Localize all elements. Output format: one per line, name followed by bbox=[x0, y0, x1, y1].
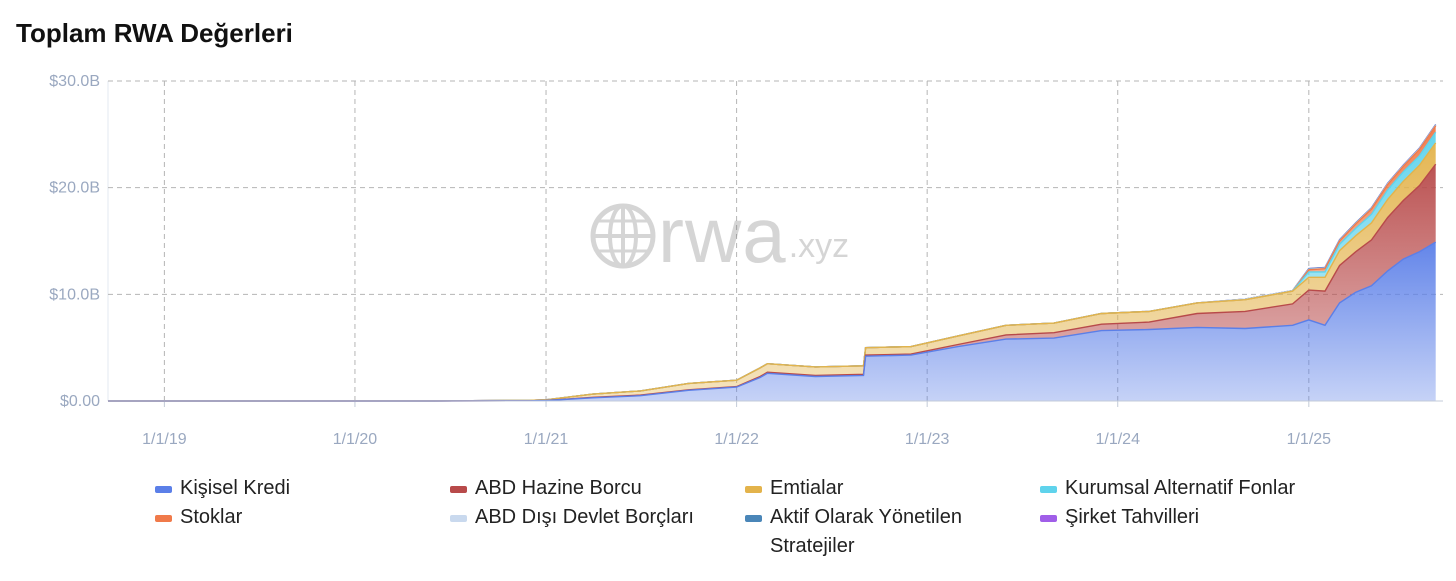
series-line bbox=[108, 241, 1437, 402]
x-tick-label: 1/1/24 bbox=[1095, 431, 1140, 448]
globe-icon bbox=[590, 203, 656, 268]
legend-item-commodities[interactable]: Emtialar bbox=[745, 474, 843, 503]
legend-swatch bbox=[745, 486, 762, 493]
legend-item-personal-credit[interactable]: Kişisel Kredi bbox=[155, 474, 290, 503]
y-tick-label: $30.0B bbox=[49, 73, 100, 90]
chart-legend: Kişisel Kredi ABD Hazine Borcu Emtialar … bbox=[0, 474, 1456, 574]
legend-label: Stoklar bbox=[180, 506, 243, 528]
x-tick-label: 1/1/22 bbox=[714, 431, 759, 448]
legend-swatch bbox=[450, 486, 467, 493]
legend-swatch bbox=[1040, 515, 1057, 522]
y-tick-label: $0.00 bbox=[60, 393, 100, 410]
series-line bbox=[108, 142, 1437, 402]
stacked-area-chart: $0.00 $10.0B $20.0B $30.0B 1/1/19 1/1/20 1/1/2… bbox=[49, 73, 1443, 448]
watermark: rwa .xyz bbox=[588, 190, 849, 281]
x-tick-label: 1/1/19 bbox=[142, 431, 187, 448]
legend-item-institutional-alt-funds[interactable]: Kurumsal Alternatif Fonlar bbox=[1040, 474, 1295, 503]
legend-item-non-us-gov-debt[interactable]: ABD Dışı Devlet Borçları bbox=[450, 503, 694, 532]
legend-label: Kişisel Kredi bbox=[180, 477, 291, 499]
legend-label: ABD Hazine Borcu bbox=[475, 477, 642, 499]
watermark-sub-text: .xyz bbox=[788, 227, 850, 265]
legend-label: Aktif Olarak Yönetilen Stratejiler bbox=[770, 506, 962, 557]
legend-swatch bbox=[745, 515, 762, 522]
x-tick-label: 1/1/21 bbox=[524, 431, 569, 448]
legend-item-us-treasury[interactable]: ABD Hazine Borcu bbox=[450, 474, 642, 503]
legend-swatch bbox=[155, 486, 172, 493]
legend-label: Kurumsal Alternatif Fonlar bbox=[1065, 477, 1296, 499]
legend-item-corporate-bonds[interactable]: Şirket Tahvilleri bbox=[1040, 503, 1199, 532]
y-tick-label: $10.0B bbox=[49, 286, 100, 303]
legend-item-active-strategies[interactable]: Aktif Olarak Yönetilen Stratejiler bbox=[745, 503, 995, 561]
legend-label: Şirket Tahvilleri bbox=[1065, 506, 1200, 528]
legend-swatch bbox=[1040, 486, 1057, 493]
x-tick-label: 1/1/25 bbox=[1287, 431, 1332, 448]
legend-swatch bbox=[155, 515, 172, 522]
x-tick-label: 1/1/20 bbox=[333, 431, 378, 448]
series-area bbox=[108, 242, 1436, 401]
watermark-main-text: rwa bbox=[658, 191, 787, 279]
x-tick-label: 1/1/23 bbox=[905, 431, 950, 448]
legend-swatch bbox=[450, 515, 467, 522]
chart-title: Toplam RWA Değerleri bbox=[16, 18, 293, 48]
legend-label: ABD Dışı Devlet Borçları bbox=[475, 506, 694, 528]
legend-label: Emtialar bbox=[770, 477, 844, 499]
legend-item-stocks[interactable]: Stoklar bbox=[155, 503, 242, 532]
y-tick-label: $20.0B bbox=[49, 180, 100, 197]
